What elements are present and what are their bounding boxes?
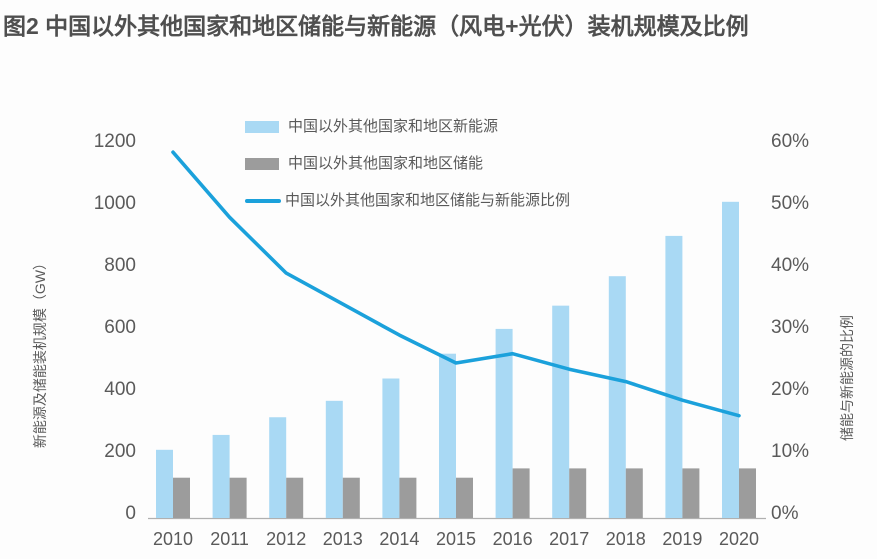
legend-item-new-energy: 中国以外其他国家和地区新能源 bbox=[245, 115, 570, 138]
y-axis-tick-right: 60% bbox=[771, 131, 810, 152]
bar-storage-2016 bbox=[512, 468, 530, 518]
y-axis-tick-left: 600 bbox=[104, 317, 136, 338]
bar-storage-2012 bbox=[286, 477, 304, 518]
bar-new-energy-2013 bbox=[325, 400, 343, 518]
y-axis-tick-right: 20% bbox=[771, 379, 810, 400]
y-axis-tick-left: 0 bbox=[125, 503, 136, 524]
y-axis-tick-right: 30% bbox=[771, 317, 810, 338]
figure-title: 图2 中国以外其他国家和地区储能与新能源（风电+光伏）装机规模及比例 bbox=[3, 13, 749, 39]
bar-new-energy-2018 bbox=[608, 276, 626, 518]
x-axis-label-2013: 2013 bbox=[322, 529, 363, 549]
bar-storage-2015 bbox=[456, 477, 473, 518]
bar-new-energy-2019 bbox=[665, 235, 683, 518]
y-axis-tick-left: 200 bbox=[104, 441, 136, 462]
x-axis-label-2011: 2011 bbox=[210, 529, 249, 549]
ratio-line bbox=[171, 150, 741, 418]
bar-storage-2013 bbox=[342, 477, 360, 518]
legend-label-ratio: 中国以外其他国家和地区储能与新能源比例 bbox=[285, 192, 571, 209]
bar-new-energy-2011 bbox=[212, 434, 230, 518]
bar-storage-2017 bbox=[569, 468, 587, 518]
bar-new-energy-2010 bbox=[156, 449, 173, 518]
legend-label-new-energy: 中国以外其他国家和地区新能源 bbox=[288, 118, 499, 135]
x-axis-label-2017: 2017 bbox=[549, 529, 590, 549]
y-axis-tick-right: 10% bbox=[771, 441, 810, 462]
x-axis-label-2015: 2015 bbox=[435, 529, 477, 549]
legend-label-storage: 中国以外其他国家和地区储能 bbox=[288, 155, 484, 172]
x-axis-label-2020: 2020 bbox=[718, 529, 760, 549]
y-axis-tick-right: 40% bbox=[771, 255, 810, 276]
x-axis-label-2010: 2010 bbox=[152, 529, 194, 549]
bar-new-energy-2017 bbox=[552, 305, 570, 518]
y-axis-tick-right: 0% bbox=[771, 503, 799, 524]
legend-item-storage: 中国以外其他国家和地区储能 bbox=[245, 152, 570, 175]
bar-storage-2014 bbox=[399, 477, 417, 518]
bar-storage-2019 bbox=[682, 468, 700, 518]
legend-item-ratio: 中国以外其他国家和地区储能与新能源比例 bbox=[245, 189, 570, 212]
y-axis-tick-left: 800 bbox=[104, 255, 136, 276]
y-axis-tick-right: 50% bbox=[771, 193, 810, 214]
y-axis-tick-left: 400 bbox=[104, 379, 136, 400]
y-axis-tick-left: 1200 bbox=[93, 131, 136, 152]
bar-new-energy-2012 bbox=[269, 417, 287, 518]
y-axis-tick-left: 1000 bbox=[93, 193, 136, 214]
legend: 中国以外其他国家和地区新能源 中国以外其他国家和地区储能 中国以外其他国家和地区… bbox=[245, 115, 570, 226]
x-axis-label-2018: 2018 bbox=[605, 529, 646, 549]
bar-storage-2011 bbox=[229, 477, 247, 518]
x-axis-label-2012: 2012 bbox=[266, 529, 307, 549]
bar-new-energy-2014 bbox=[382, 378, 400, 518]
bar-storage-2020 bbox=[739, 468, 756, 518]
legend-swatch-new-energy-icon bbox=[245, 120, 279, 133]
x-axis-label-2014: 2014 bbox=[379, 529, 420, 549]
bar-storage-2018 bbox=[625, 468, 643, 518]
legend-swatch-storage-icon bbox=[245, 157, 279, 170]
bar-new-energy-2016 bbox=[495, 328, 513, 518]
x-axis-label-2016: 2016 bbox=[492, 529, 533, 549]
bar-storage-2010 bbox=[173, 477, 190, 518]
x-axis-label-2019: 2019 bbox=[662, 529, 703, 549]
bar-new-energy-2020 bbox=[722, 201, 739, 519]
legend-swatch-ratio-line-icon bbox=[245, 198, 281, 203]
bar-new-energy-2015 bbox=[439, 353, 456, 518]
